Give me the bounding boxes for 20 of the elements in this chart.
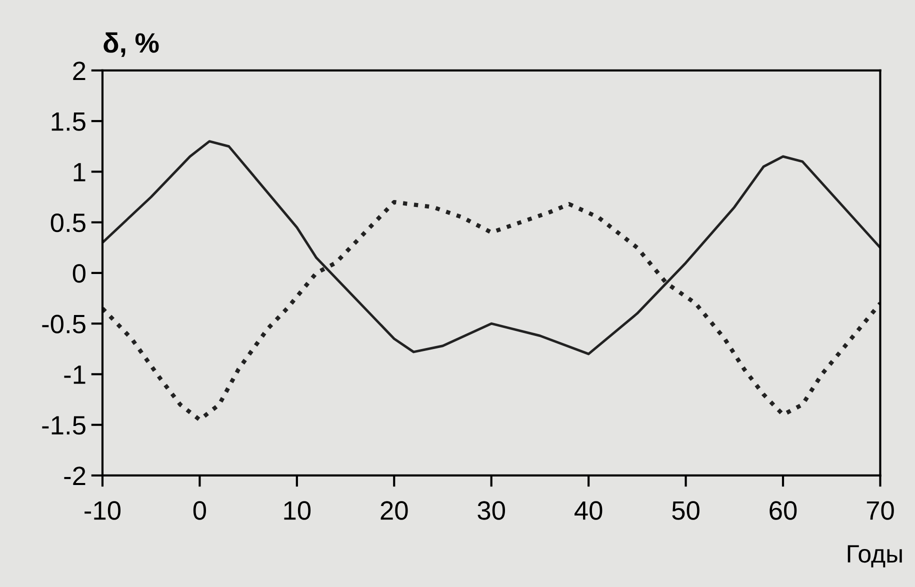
x-tick-label: 20 — [380, 501, 408, 520]
x-tick-label: 50 — [672, 501, 700, 520]
y-tick-label: 1 — [74, 163, 86, 182]
y-tick-label: 0 — [72, 264, 86, 283]
x-axis-title: Годы — [848, 545, 902, 568]
y-tick-label: -1 — [64, 366, 86, 384]
x-tick-label: 30 — [478, 501, 505, 520]
x-tick-label: 10 — [284, 501, 311, 520]
y-tick-label: 1.5 — [52, 112, 86, 131]
y-tick-label: -0.5 — [42, 314, 86, 334]
x-tick-label: 40 — [574, 501, 602, 520]
x-tick-label: 70 — [866, 501, 894, 520]
x-tick-label: -10 — [84, 501, 121, 520]
y-tick-label: 2 — [73, 62, 86, 80]
y-axis-title: δ, % — [104, 32, 159, 57]
y-tick-label: 0.5 — [50, 213, 86, 232]
x-tick-label: 0 — [193, 501, 206, 520]
y-tick-label: -1.5 — [42, 416, 86, 435]
x-tick-label: 60 — [770, 501, 797, 520]
y-tick-label: -2 — [64, 466, 86, 486]
